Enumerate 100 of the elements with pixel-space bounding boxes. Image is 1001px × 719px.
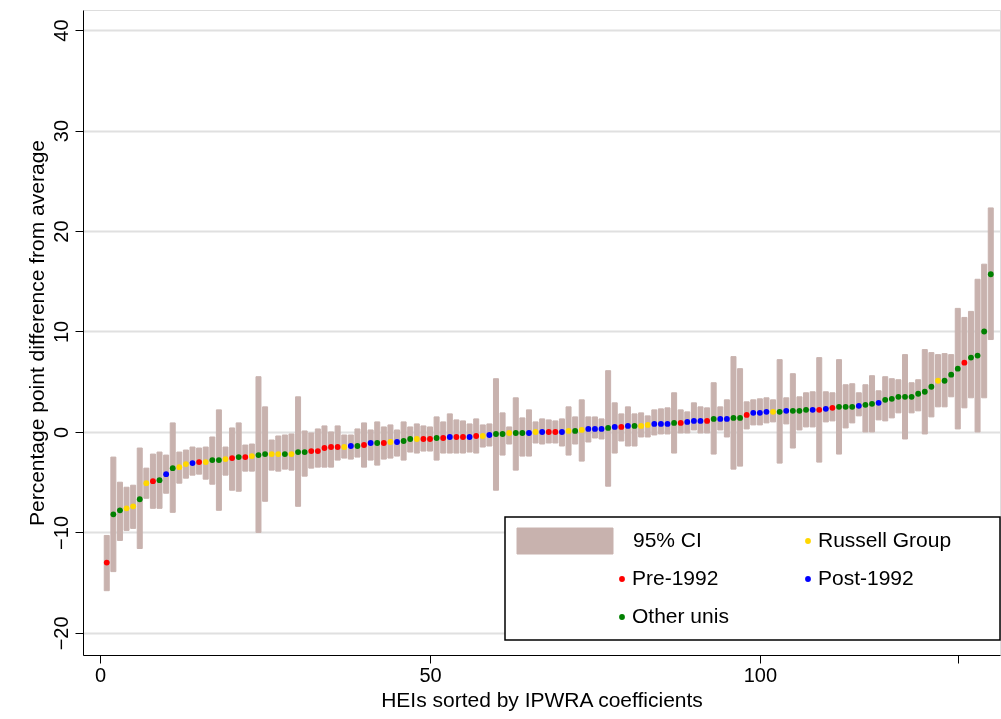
y-tick-label: 0 [49, 426, 72, 439]
point [202, 459, 209, 466]
point [545, 429, 552, 435]
point [387, 439, 394, 445]
legend-label: Post-1992 [818, 566, 914, 589]
point [664, 421, 671, 427]
point [954, 365, 961, 372]
point [334, 444, 341, 450]
y-axis-title: Percentage point difference from average [24, 139, 48, 527]
point [460, 434, 466, 440]
point [526, 430, 532, 436]
y-tick-label: 30 [49, 119, 72, 143]
x-tick-label: 0 [95, 663, 107, 686]
point [961, 359, 968, 366]
point [921, 388, 928, 395]
point [862, 401, 869, 408]
point [618, 424, 625, 430]
point [262, 451, 268, 457]
point [789, 407, 796, 414]
point [968, 354, 974, 361]
point [816, 406, 823, 413]
point [275, 451, 282, 457]
point [235, 454, 242, 460]
point [723, 415, 730, 422]
y-tick-label: −20 [49, 616, 72, 651]
point [717, 415, 724, 422]
point [836, 403, 842, 410]
point [611, 424, 618, 430]
point [354, 443, 361, 449]
point [394, 439, 400, 445]
point [855, 402, 862, 409]
point [710, 415, 717, 422]
legend-label: Other unis [632, 604, 729, 627]
point [281, 451, 288, 457]
point [512, 430, 519, 436]
point [506, 430, 513, 436]
point [466, 434, 473, 440]
point [143, 480, 150, 487]
x-tick-label: 100 [743, 663, 778, 686]
point [169, 465, 176, 472]
point [671, 420, 678, 426]
point [598, 426, 605, 432]
point [651, 421, 658, 427]
point [822, 405, 829, 412]
point [427, 436, 433, 442]
point [532, 429, 539, 435]
point [314, 448, 321, 454]
point [638, 423, 645, 429]
point [690, 418, 697, 424]
point [103, 559, 110, 566]
point [776, 408, 783, 415]
point [743, 411, 750, 418]
point [750, 409, 757, 416]
point [473, 433, 480, 439]
point [229, 455, 236, 461]
point [117, 507, 123, 514]
point [875, 399, 882, 406]
point [374, 440, 381, 446]
point [407, 436, 414, 442]
point [493, 431, 499, 437]
point [295, 449, 301, 455]
point [842, 403, 849, 410]
point [644, 422, 651, 428]
point [935, 377, 941, 384]
point [433, 435, 440, 441]
point [380, 440, 387, 446]
point [321, 445, 328, 451]
point [301, 449, 308, 455]
point [869, 400, 875, 407]
point [248, 453, 255, 459]
point [756, 409, 763, 416]
point [915, 390, 922, 397]
point [657, 421, 664, 427]
point [605, 425, 612, 431]
point [183, 461, 189, 468]
point [347, 443, 354, 449]
point [552, 429, 559, 435]
point [625, 423, 631, 429]
point [130, 503, 137, 510]
point [136, 496, 143, 503]
point [770, 408, 776, 415]
point [163, 471, 170, 478]
point [796, 407, 803, 414]
point [585, 426, 592, 432]
point [196, 459, 203, 466]
point [222, 456, 229, 462]
point [499, 431, 506, 437]
point [704, 418, 710, 424]
point [288, 451, 295, 457]
point [453, 434, 460, 440]
point [156, 477, 163, 484]
point [308, 448, 315, 454]
point [631, 423, 638, 429]
point [888, 395, 895, 402]
point [941, 377, 948, 384]
point [123, 505, 130, 512]
point [592, 426, 598, 432]
point [730, 414, 737, 421]
point [486, 432, 493, 438]
point [737, 414, 743, 421]
